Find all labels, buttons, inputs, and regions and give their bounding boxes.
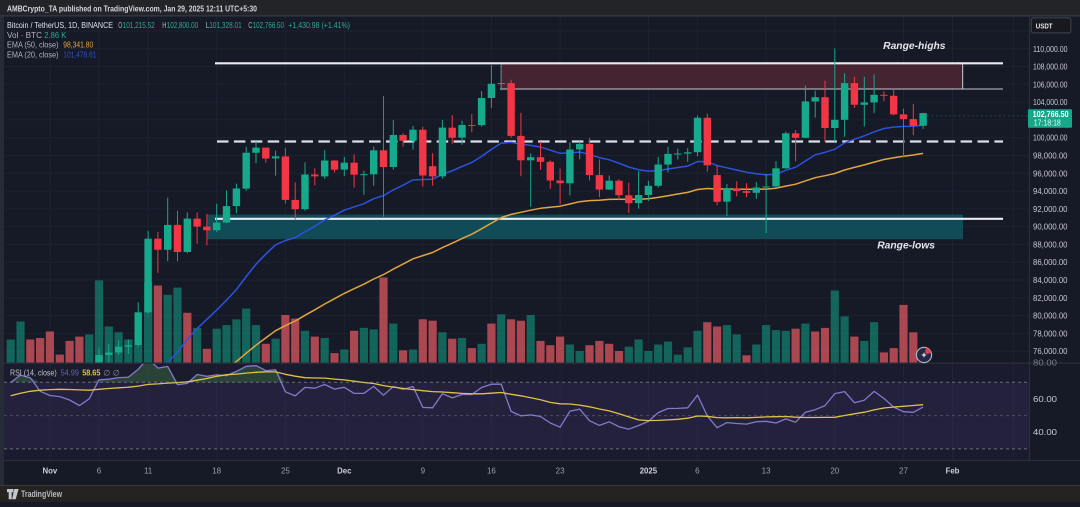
svg-text:82,000.00: 82,000.00 xyxy=(1033,293,1068,303)
svg-text:Vol · BTC: Vol · BTC xyxy=(7,31,42,40)
svg-text:C: C xyxy=(248,21,252,30)
svg-text:6: 6 xyxy=(97,467,102,476)
svg-text:EMA (50, close): EMA (50, close) xyxy=(7,41,59,50)
svg-text:88,000.00: 88,000.00 xyxy=(1033,239,1068,249)
svg-text:Range-lows: Range-lows xyxy=(877,240,935,251)
svg-text:101,215.52: 101,215.52 xyxy=(123,21,155,30)
svg-text:80,000.00: 80,000.00 xyxy=(1033,311,1068,321)
svg-text:25: 25 xyxy=(281,467,290,476)
svg-text:O: O xyxy=(118,21,122,30)
svg-text:Feb: Feb xyxy=(946,467,960,476)
svg-text:∅: ∅ xyxy=(103,368,110,377)
svg-text:96,000.00: 96,000.00 xyxy=(1033,168,1068,178)
svg-text:102,766.50: 102,766.50 xyxy=(253,21,285,30)
svg-text:13: 13 xyxy=(762,467,771,476)
svg-text:108,000.00: 108,000.00 xyxy=(1033,62,1068,72)
svg-text:EMA (20, close): EMA (20, close) xyxy=(7,50,59,59)
svg-text:76,000.00: 76,000.00 xyxy=(1033,346,1068,356)
svg-text:58.65: 58.65 xyxy=(82,368,101,377)
svg-text:20: 20 xyxy=(830,467,839,476)
svg-text:L: L xyxy=(206,21,210,30)
svg-text:16: 16 xyxy=(487,467,496,476)
svg-text:USDT: USDT xyxy=(1036,21,1053,30)
svg-text:110,000.00: 110,000.00 xyxy=(1033,44,1068,54)
svg-text:18: 18 xyxy=(212,467,221,476)
svg-text:90,000.00: 90,000.00 xyxy=(1033,222,1068,232)
svg-text:102,800.00: 102,800.00 xyxy=(167,21,199,30)
svg-text:27: 27 xyxy=(899,467,908,476)
svg-text:2025: 2025 xyxy=(640,467,658,476)
svg-text:AMBCrypto_TA published on Trad: AMBCrypto_TA published on TradingView.co… xyxy=(7,4,257,14)
svg-text:9: 9 xyxy=(421,467,426,476)
svg-text:+1,430.98 (+1.41%): +1,430.98 (+1.41%) xyxy=(288,21,350,30)
svg-text:TradingView: TradingView xyxy=(21,489,62,499)
svg-text:∅: ∅ xyxy=(113,368,120,377)
svg-text:78,000.00: 78,000.00 xyxy=(1033,328,1068,338)
svg-text:92,000.00: 92,000.00 xyxy=(1033,204,1068,214)
svg-text:RSI (14, close): RSI (14, close) xyxy=(10,368,57,377)
svg-text:11: 11 xyxy=(144,467,153,476)
svg-text:106,000.00: 106,000.00 xyxy=(1033,79,1068,89)
svg-text:101,328.01: 101,328.01 xyxy=(209,21,242,30)
svg-text:101,478.61: 101,478.61 xyxy=(63,50,96,59)
svg-text:17:18:18: 17:18:18 xyxy=(1034,118,1061,127)
svg-text:86,000.00: 86,000.00 xyxy=(1033,257,1068,267)
svg-text:Range-highs: Range-highs xyxy=(883,41,946,52)
svg-text:6: 6 xyxy=(695,467,700,476)
svg-text:98,000.00: 98,000.00 xyxy=(1033,151,1068,161)
svg-text:84,000.00: 84,000.00 xyxy=(1033,275,1068,285)
svg-text:80.00: 80.00 xyxy=(1033,358,1057,368)
svg-text:2.86 K: 2.86 K xyxy=(44,31,67,40)
svg-text:100,000.00: 100,000.00 xyxy=(1033,133,1068,143)
svg-text:94,000.00: 94,000.00 xyxy=(1033,186,1068,196)
svg-text:54.99: 54.99 xyxy=(61,368,80,377)
svg-text:H: H xyxy=(162,21,166,30)
svg-text:Nov: Nov xyxy=(43,467,58,476)
svg-text:102,766.50: 102,766.50 xyxy=(1033,110,1069,119)
svg-text:60.00: 60.00 xyxy=(1033,394,1057,404)
svg-text:Bitcoin / TetherUS, 1D, BINANC: Bitcoin / TetherUS, 1D, BINANCE xyxy=(7,21,113,30)
svg-text:40.00: 40.00 xyxy=(1033,427,1057,437)
svg-text:23: 23 xyxy=(556,467,565,476)
svg-text:104,000.00: 104,000.00 xyxy=(1033,97,1068,107)
svg-text:98,341.80: 98,341.80 xyxy=(63,41,93,50)
svg-text:Dec: Dec xyxy=(337,467,352,476)
